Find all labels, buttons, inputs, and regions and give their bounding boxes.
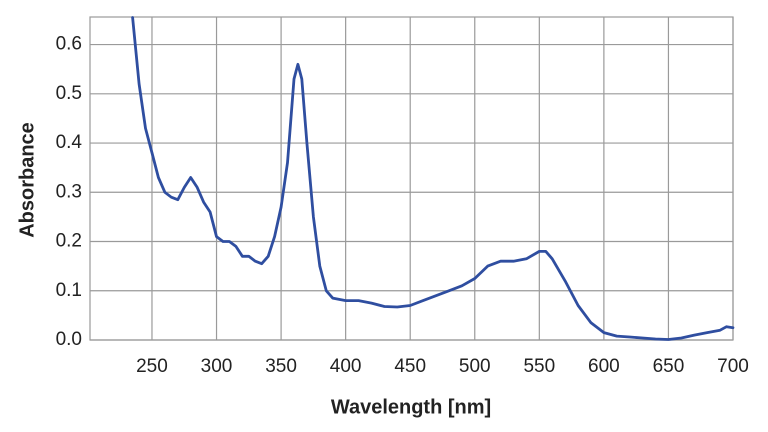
x-tick-label: 500 — [459, 356, 491, 377]
x-tick-label: 450 — [394, 356, 426, 377]
x-tick-label: 250 — [136, 356, 168, 377]
y-tick-label: 0.1 — [56, 280, 82, 301]
x-tick-label: 350 — [265, 356, 297, 377]
y-tick-label: 0.4 — [56, 132, 83, 153]
x-tick-label: 650 — [653, 356, 685, 377]
x-tick-label: 550 — [523, 356, 555, 377]
x-axis-title: Wavelength [nm] — [331, 396, 491, 418]
y-tick-label: 0.2 — [56, 231, 82, 252]
x-tick-label: 400 — [330, 356, 362, 377]
y-tick-label: 0.5 — [56, 83, 82, 104]
x-tick-label: 300 — [201, 356, 233, 377]
y-axis-title: Absorbance — [16, 122, 38, 238]
x-tick-label: 700 — [717, 356, 749, 377]
y-tick-label: 0.3 — [56, 181, 82, 202]
data-line — [131, 16, 735, 341]
plot-border — [89, 16, 734, 341]
x-tick-label: 600 — [588, 356, 620, 377]
y-tick-label: 0.6 — [56, 34, 82, 55]
y-tick-label: 0.0 — [56, 329, 82, 350]
